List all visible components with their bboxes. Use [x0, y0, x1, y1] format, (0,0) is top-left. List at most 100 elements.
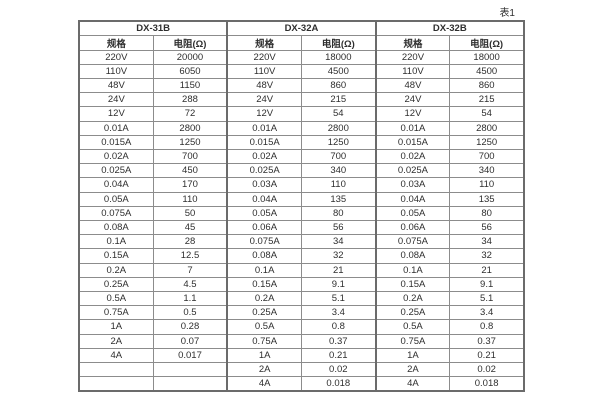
- resistance-cell: 0.8: [449, 319, 526, 335]
- resistance-cell: 135: [449, 191, 526, 207]
- spec-cell: 0.2A: [226, 290, 302, 307]
- spec-cell: 0.15A: [77, 248, 154, 264]
- spec-cell: 0.02A: [226, 148, 302, 165]
- resistance-cell: 54: [449, 106, 526, 122]
- spec-cell: 0.02A: [374, 148, 451, 165]
- spec-cell: 4A: [374, 376, 451, 392]
- resistance-cell: 860: [449, 77, 526, 94]
- spec-cell: 0.75A: [77, 305, 154, 321]
- spec-cell: 1A: [77, 319, 154, 335]
- table-row: 0.015A 1250 0.015A 1250 0.015A 1250: [77, 134, 526, 150]
- resistance-cell: 3.4: [300, 305, 377, 321]
- resistance-cell: 12.5: [152, 248, 229, 264]
- table-row: 0.25A 4.5 0.15A 9.1 0.15A 9.1: [77, 276, 526, 292]
- resistance-cell: 18000: [449, 49, 526, 65]
- resistance-cell: 0.37: [449, 333, 526, 349]
- resistance-cell: 1150: [152, 77, 229, 94]
- spec-cell: 0.075A: [77, 205, 154, 221]
- spec-cell: 0.25A: [226, 305, 302, 321]
- spec-cell: 4A: [226, 376, 302, 392]
- spec-cell: 0.01A: [226, 120, 302, 136]
- spec-cell: 0.08A: [374, 248, 451, 264]
- spec-cell: 0.02A: [77, 148, 154, 165]
- resistance-cell: 2800: [300, 120, 377, 136]
- spec-cell: 0.05A: [374, 205, 451, 221]
- resistance-cell: 4.5: [152, 276, 229, 292]
- spec-column-header: 规格: [374, 34, 451, 51]
- table-row: 1A 0.28 0.5A 0.8 0.5A 0.8: [77, 319, 526, 335]
- spec-cell: 24V: [226, 92, 302, 108]
- spec-cell: [77, 361, 154, 378]
- resistance-cell: 340: [300, 163, 377, 179]
- resistance-cell: 56: [449, 219, 526, 236]
- spec-cell: 0.015A: [374, 134, 451, 150]
- resistance-cell: 4500: [300, 63, 377, 79]
- resistance-cell: 860: [300, 77, 377, 94]
- resistance-cell: 0.02: [449, 361, 526, 378]
- spec-cell: 24V: [77, 92, 154, 108]
- resistance-cell: [152, 361, 229, 378]
- resistance-cell: 215: [449, 92, 526, 108]
- resistance-cell: 45: [152, 219, 229, 236]
- resistance-cell: 50: [152, 205, 229, 221]
- resistance-cell: 54: [300, 106, 377, 122]
- resistance-cell: 340: [449, 163, 526, 179]
- resistance-cell: 32: [449, 248, 526, 264]
- table-row: 2A 0.02 2A 0.02: [77, 361, 526, 378]
- resistance-column-header: 电阻(Ω): [300, 34, 377, 51]
- spec-cell: 48V: [374, 77, 451, 94]
- group-header-dx31b: DX-31B: [77, 20, 229, 36]
- table-row: 0.5A 1.1 0.2A 5.1 0.2A 5.1: [77, 290, 526, 307]
- resistance-cell: 700: [300, 148, 377, 165]
- table-row: 12V 72 12V 54 12V 54: [77, 106, 526, 122]
- spec-cell: 0.15A: [374, 276, 451, 292]
- resistance-cell: 6050: [152, 63, 229, 79]
- resistance-cell: 5.1: [449, 290, 526, 307]
- resistance-cell: 56: [300, 219, 377, 236]
- spec-cell: 0.04A: [226, 191, 302, 207]
- spec-cell: 12V: [374, 106, 451, 122]
- resistance-cell: 0.28: [152, 319, 229, 335]
- spec-cell: 0.5A: [77, 290, 154, 307]
- table-row: 24V 288 24V 215 24V 215: [77, 92, 526, 108]
- resistance-cell: 72: [152, 106, 229, 122]
- resistance-cell: 288: [152, 92, 229, 108]
- resistance-column-header: 电阻(Ω): [449, 34, 526, 51]
- spec-cell: [77, 376, 154, 392]
- resistance-cell: 21: [300, 262, 377, 278]
- resistance-cell: 2800: [449, 120, 526, 136]
- table-row: 4A 0.018 4A 0.018: [77, 376, 526, 392]
- spec-cell: 220V: [374, 49, 451, 65]
- resistance-cell: 110: [152, 191, 229, 207]
- spec-cell: 0.25A: [374, 305, 451, 321]
- table-row: 0.075A 50 0.05A 80 0.05A 80: [77, 205, 526, 221]
- spec-cell: 0.075A: [226, 234, 302, 250]
- spec-cell: 12V: [77, 106, 154, 122]
- resistance-cell: 0.21: [300, 347, 377, 363]
- spec-cell: 110V: [374, 63, 451, 79]
- group-header-dx32b: DX-32B: [374, 20, 526, 36]
- resistance-cell: 0.018: [449, 376, 526, 392]
- resistance-cell: 0.017: [152, 347, 229, 363]
- group-header-row: DX-31B DX-32A DX-32B: [77, 20, 526, 36]
- spec-column-header: 规格: [226, 34, 302, 51]
- spec-cell: 0.1A: [77, 234, 154, 250]
- spec-cell: 110V: [77, 63, 154, 79]
- resistance-cell: 21: [449, 262, 526, 278]
- spec-cell: 0.015A: [226, 134, 302, 150]
- spec-cell: 2A: [374, 361, 451, 378]
- table-row: 0.025A 450 0.025A 340 0.025A 340: [77, 163, 526, 179]
- resistance-cell: 110: [449, 177, 526, 193]
- table-row: 2A 0.07 0.75A 0.37 0.75A 0.37: [77, 333, 526, 349]
- spec-cell: 0.25A: [77, 276, 154, 292]
- table-body: 220V 20000 220V 18000 220V 18000 110V 6050 110V 4…: [77, 49, 526, 392]
- spec-cell: 0.5A: [226, 319, 302, 335]
- resistance-cell: 9.1: [300, 276, 377, 292]
- table-row: 0.08A 45 0.06A 56 0.06A 56: [77, 219, 526, 236]
- spec-cell: 0.01A: [77, 120, 154, 136]
- resistance-cell: 170: [152, 177, 229, 193]
- resistance-cell: 700: [152, 148, 229, 165]
- spec-cell: 0.2A: [77, 262, 154, 278]
- spec-cell: 0.025A: [226, 163, 302, 179]
